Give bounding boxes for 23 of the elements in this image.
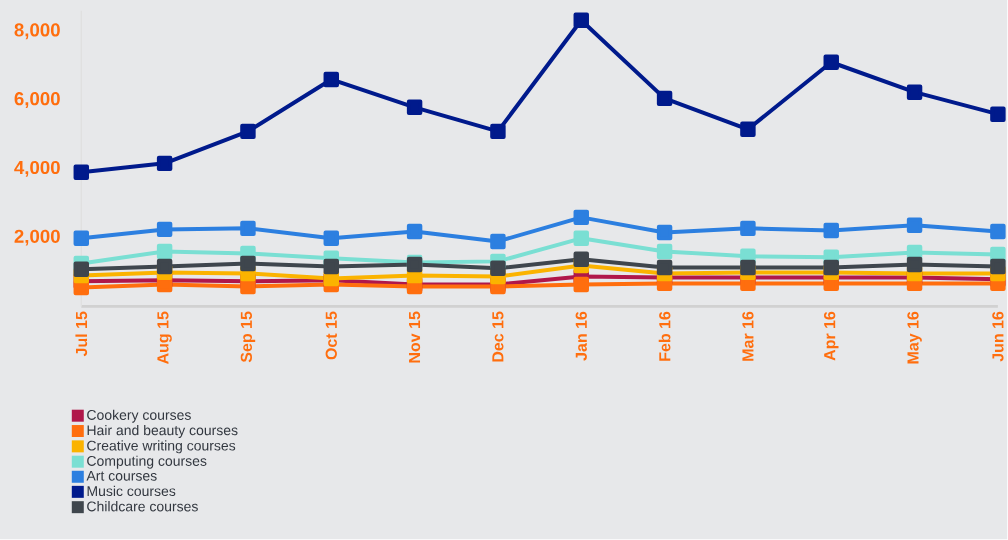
legend-label: Hair and beauty courses <box>87 425 238 439</box>
x-tick-label: Nov 15 <box>409 311 421 363</box>
x-tick-label: Mar 16 <box>742 311 754 361</box>
x-tick-label: Sep 15 <box>240 311 256 363</box>
legend-label: Music courses <box>87 485 176 497</box>
y-tick-label: 8,000 <box>14 23 60 40</box>
x-tick-label: Jul 15 <box>75 311 88 357</box>
x-tick-label: Jan 16 <box>575 311 587 361</box>
x-tick-label: Aug 15 <box>157 311 172 365</box>
x-tick-label: Oct 15 <box>325 311 337 360</box>
legend-label: Art courses <box>86 471 157 481</box>
y-tick-label: 2,000 <box>14 229 60 246</box>
x-tick-label: Jun 16 <box>992 311 1004 362</box>
y-tick-label: 4,000 <box>14 161 60 178</box>
legend-label: Computing courses <box>87 455 207 469</box>
x-tick-label: Feb 16 <box>658 311 671 361</box>
x-tick-label: Dec 15 <box>492 311 504 362</box>
y-tick-label: 6,000 <box>14 92 60 109</box>
legend-label: Cookery courses <box>87 409 191 423</box>
x-tick-label: Apr 16 <box>824 311 839 361</box>
legend-label: Creative writing courses <box>87 440 236 454</box>
x-tick-label: May 16 <box>907 311 922 364</box>
legend-label: Childcare courses <box>87 501 198 512</box>
